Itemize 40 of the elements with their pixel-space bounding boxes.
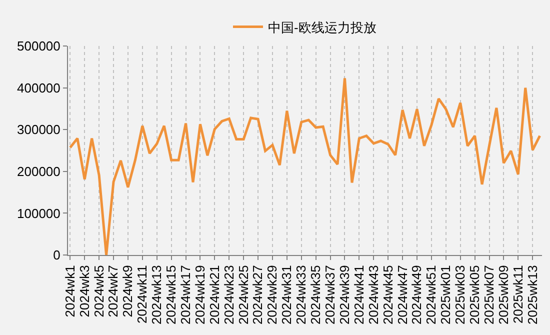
x-tick-label: 2024wk31: [279, 265, 294, 324]
x-tick-label: 2024wk33: [294, 265, 309, 324]
x-tick-label: 2024wk37: [322, 265, 338, 324]
y-tick-label: 200000: [17, 164, 60, 179]
x-tick-label: 2024wk47: [394, 265, 410, 324]
x-tick-label: 2024wk23: [221, 265, 236, 324]
x-tick-label: 2024wk3: [76, 265, 92, 318]
x-tick-label: 2024wk43: [366, 265, 381, 324]
x-tick-label: 2024wk19: [192, 265, 208, 324]
x-tick-label: 2024wk9: [120, 265, 136, 318]
x-tick-label: 2024wk27: [250, 265, 266, 324]
x-tick-label: 2025wk03: [452, 265, 468, 324]
x-tick-label: 2024wk7: [106, 265, 121, 318]
x-tick-label: 2024wk15: [164, 265, 179, 324]
y-tick-label: 500000: [17, 38, 60, 54]
x-tick-label: 2024wk45: [380, 265, 396, 324]
x-tick-label: 2024wk51: [424, 265, 439, 324]
x-tick-label: 2025wk11: [510, 265, 526, 324]
x-tick-label: 2024wk1: [62, 265, 78, 318]
y-tick-label: 100000: [17, 206, 60, 221]
x-tick-label: 2025wk09: [496, 265, 511, 324]
y-tick-label: 300000: [17, 122, 60, 138]
x-tick-label: 2024wk49: [409, 265, 424, 324]
x-tick-label: 2024wk35: [308, 265, 324, 324]
x-tick-label: 2024wk25: [236, 265, 251, 324]
x-tick-label: 2024wk17: [178, 265, 194, 324]
x-tick-label: 2024wk5: [91, 265, 106, 318]
x-tick-label: 2024wk11: [134, 265, 150, 324]
x-tick-label: 2025wk07: [481, 265, 496, 324]
x-tick-label: 2025wk01: [438, 265, 454, 324]
x-tick-label: 2024wk29: [264, 265, 280, 324]
x-tick-label: 2024wk13: [149, 265, 164, 324]
x-tick-label: 2024wk41: [351, 265, 366, 324]
legend-label: 中国-欧线运力投放: [268, 20, 376, 35]
x-tick-label: 2025wk13: [524, 265, 540, 324]
y-tick-label: 0: [53, 248, 60, 263]
y-tick-label: 400000: [17, 80, 60, 96]
x-tick-label: 2025wk05: [467, 265, 482, 324]
x-tick-label: 2024wk39: [336, 265, 352, 324]
x-tick-label: 2024wk21: [206, 265, 222, 324]
